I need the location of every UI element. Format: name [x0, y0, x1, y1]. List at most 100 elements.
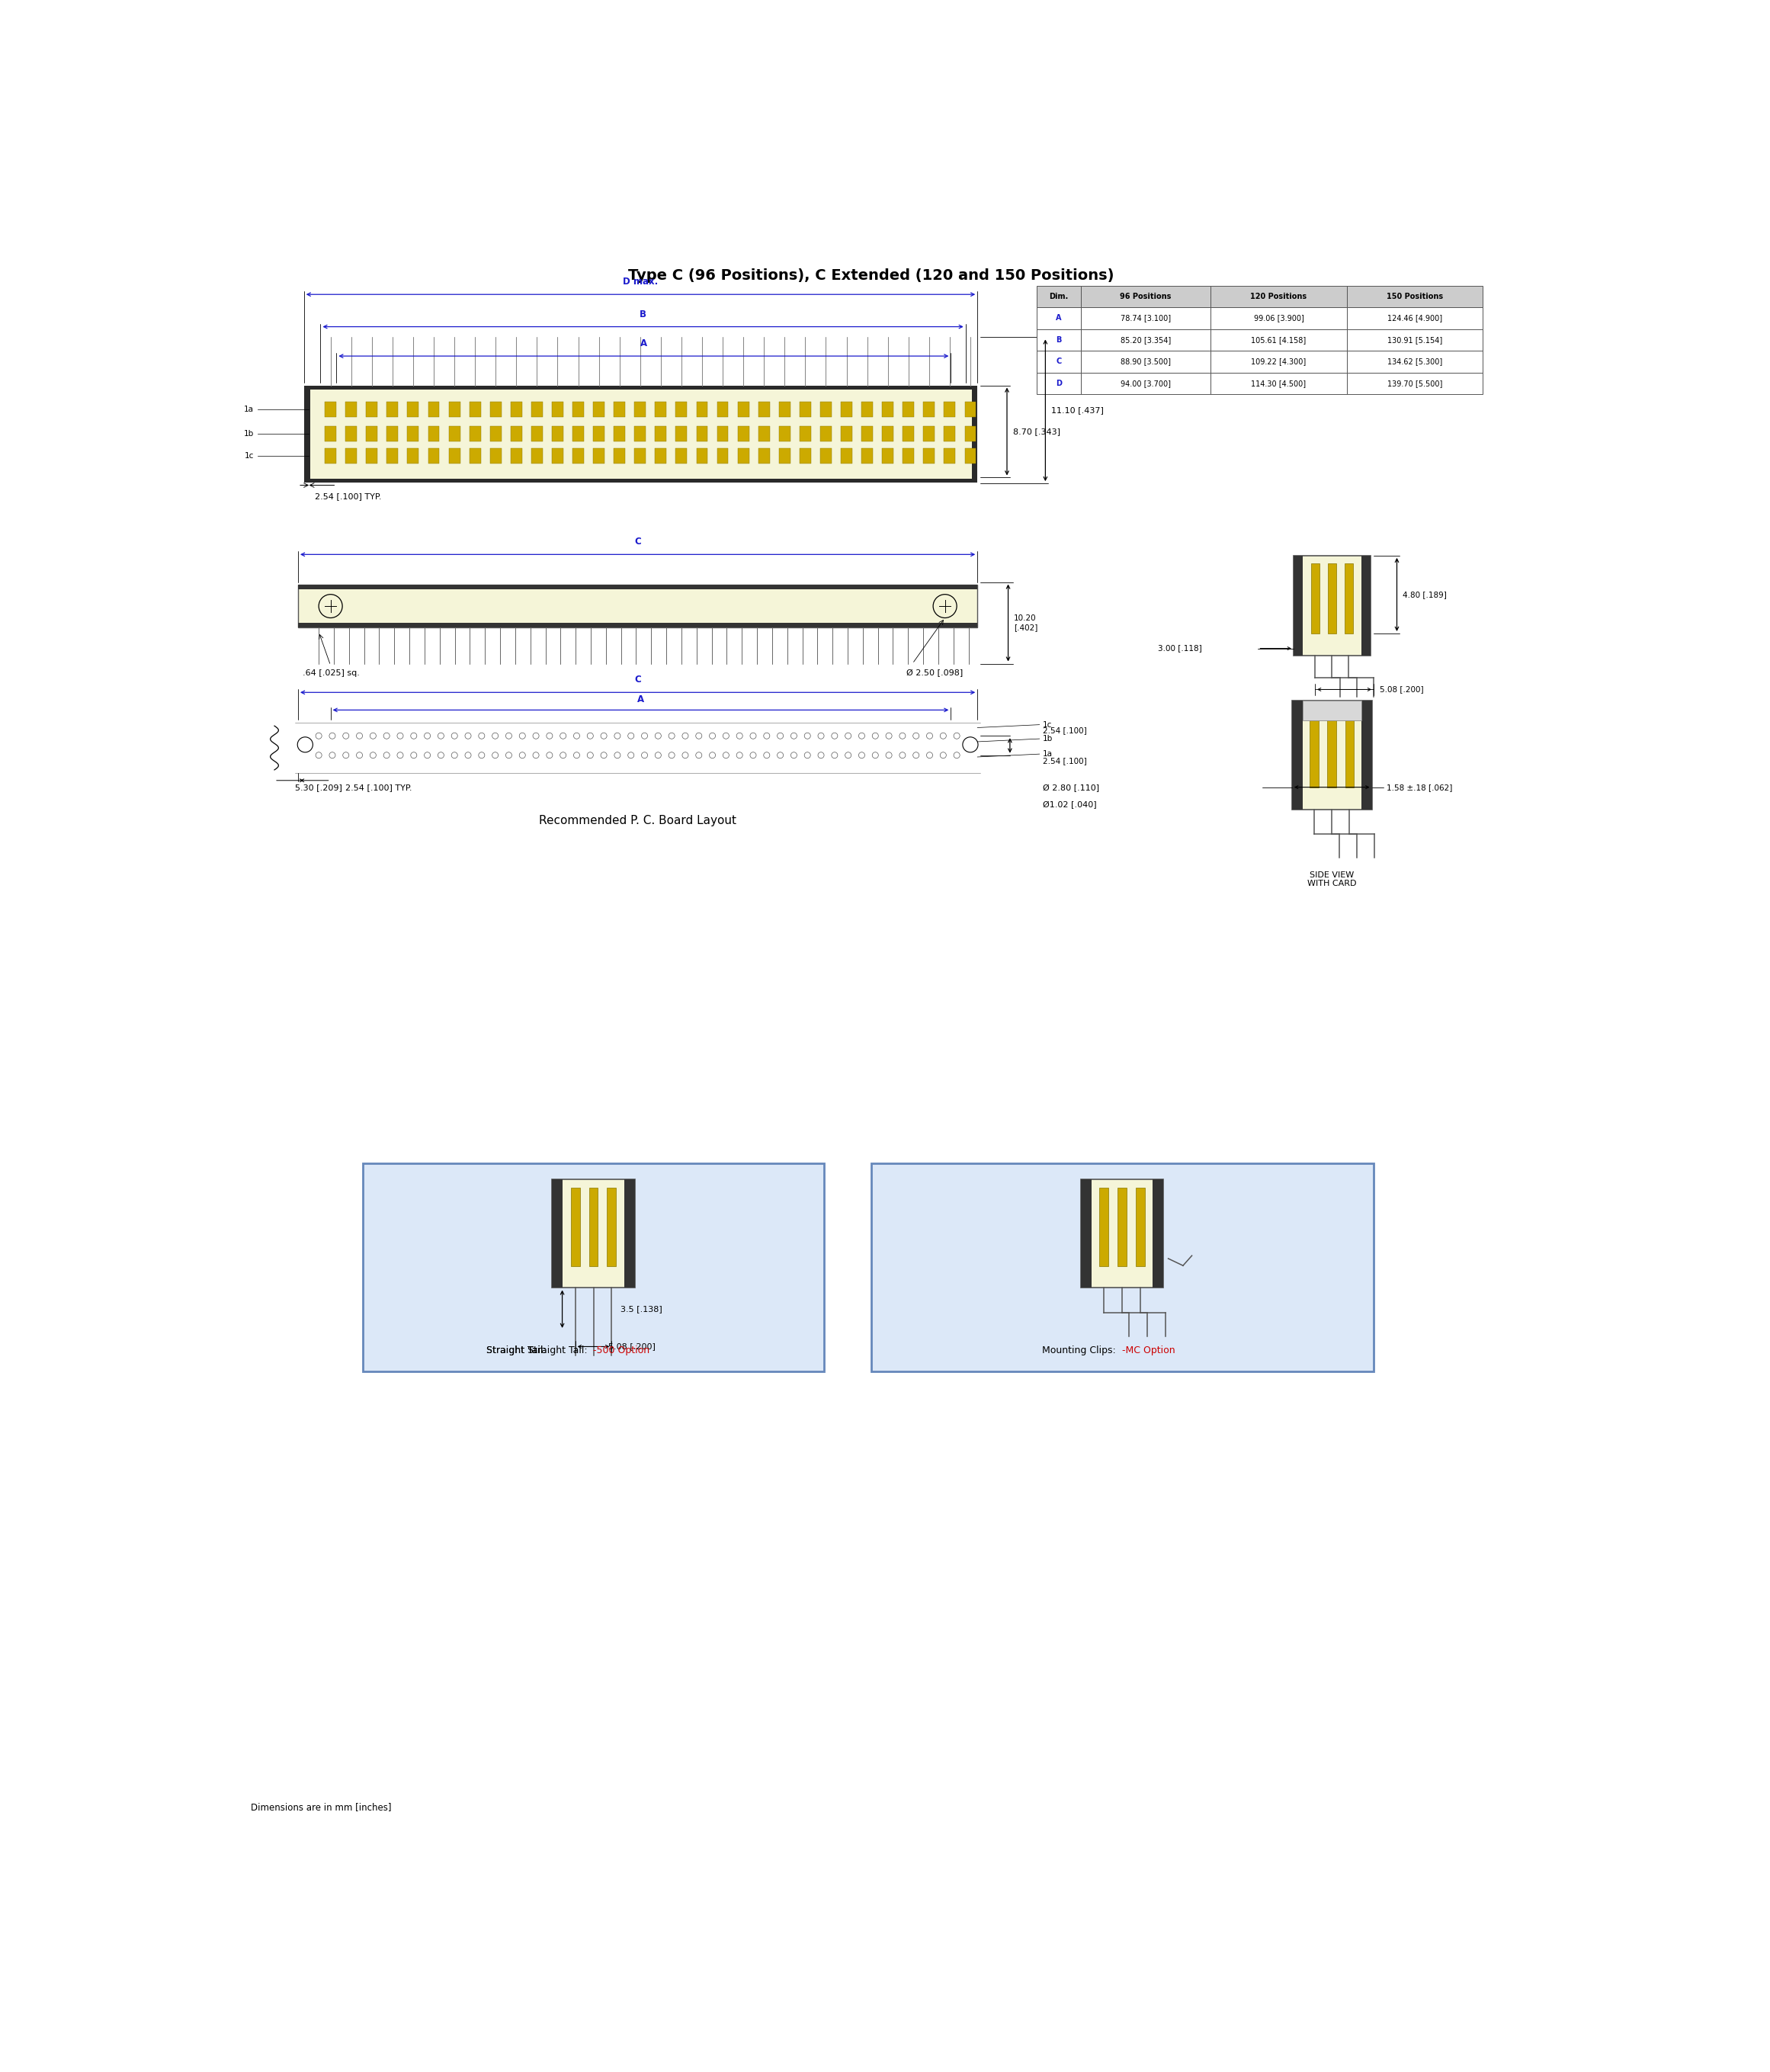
- Circle shape: [425, 752, 430, 758]
- Text: 3.5 [.138]: 3.5 [.138]: [621, 1305, 662, 1314]
- Circle shape: [858, 752, 866, 758]
- Circle shape: [573, 733, 581, 740]
- Text: 8.70 [.343]: 8.70 [.343]: [1012, 427, 1060, 435]
- Bar: [407, 402, 419, 416]
- Circle shape: [628, 733, 634, 740]
- Circle shape: [600, 752, 607, 758]
- Text: 114.30 [4.500]: 114.30 [4.500]: [1251, 379, 1306, 387]
- Circle shape: [559, 733, 566, 740]
- Bar: [738, 427, 749, 441]
- Circle shape: [710, 752, 715, 758]
- Bar: [758, 427, 770, 441]
- Bar: [490, 427, 501, 441]
- Circle shape: [478, 733, 485, 740]
- Text: 3.00 [.118]: 3.00 [.118]: [1158, 644, 1202, 653]
- Bar: [841, 402, 851, 416]
- Bar: [676, 448, 687, 464]
- Circle shape: [913, 733, 919, 740]
- Bar: [304, 385, 977, 483]
- Circle shape: [370, 752, 375, 758]
- Circle shape: [669, 752, 674, 758]
- Circle shape: [844, 752, 851, 758]
- Circle shape: [588, 733, 593, 740]
- Bar: [634, 402, 646, 416]
- Bar: [634, 427, 646, 441]
- Bar: [1361, 555, 1370, 655]
- Bar: [326, 427, 336, 441]
- Bar: [589, 1187, 598, 1266]
- Bar: [655, 427, 667, 441]
- Bar: [366, 448, 377, 464]
- Bar: [924, 427, 935, 441]
- Bar: [326, 448, 336, 464]
- Circle shape: [506, 752, 512, 758]
- Circle shape: [384, 752, 389, 758]
- Text: A: A: [637, 694, 644, 704]
- Bar: [510, 402, 522, 416]
- Text: 1a: 1a: [244, 406, 253, 414]
- Bar: [552, 427, 563, 441]
- Text: A: A: [1055, 315, 1062, 321]
- Bar: [297, 584, 977, 588]
- Bar: [1347, 350, 1483, 373]
- Circle shape: [858, 733, 866, 740]
- Circle shape: [641, 752, 648, 758]
- Circle shape: [899, 752, 906, 758]
- Bar: [841, 448, 851, 464]
- Bar: [903, 427, 913, 441]
- Bar: [366, 427, 377, 441]
- Circle shape: [750, 733, 756, 740]
- Bar: [1345, 564, 1352, 634]
- Circle shape: [696, 752, 703, 758]
- Bar: [696, 402, 708, 416]
- Text: 94.00 [3.700]: 94.00 [3.700]: [1120, 379, 1172, 387]
- Bar: [469, 402, 481, 416]
- Bar: [965, 448, 975, 464]
- Bar: [1347, 373, 1483, 394]
- Circle shape: [396, 752, 404, 758]
- Circle shape: [832, 733, 837, 740]
- Text: 139.70 [5.500]: 139.70 [5.500]: [1388, 379, 1443, 387]
- Circle shape: [492, 733, 499, 740]
- Circle shape: [614, 733, 621, 740]
- Bar: [297, 624, 977, 628]
- Circle shape: [885, 733, 892, 740]
- Text: D: D: [1055, 379, 1062, 387]
- Bar: [779, 427, 789, 441]
- Bar: [738, 402, 749, 416]
- Bar: [607, 1187, 616, 1266]
- Text: 5.08 [.200]: 5.08 [.200]: [1379, 686, 1423, 694]
- Bar: [552, 448, 563, 464]
- Circle shape: [466, 752, 471, 758]
- Bar: [903, 402, 913, 416]
- Bar: [1037, 307, 1081, 329]
- Bar: [614, 427, 625, 441]
- Circle shape: [384, 733, 389, 740]
- Text: 124.46 [4.900]: 124.46 [4.900]: [1388, 315, 1443, 321]
- Bar: [676, 402, 687, 416]
- Text: C: C: [1057, 358, 1062, 365]
- Circle shape: [763, 733, 770, 740]
- Bar: [717, 402, 727, 416]
- Circle shape: [818, 752, 825, 758]
- Circle shape: [641, 733, 648, 740]
- Circle shape: [614, 752, 621, 758]
- Bar: [510, 427, 522, 441]
- Bar: [800, 448, 811, 464]
- Text: 2.54 [.100] TYP.: 2.54 [.100] TYP.: [345, 783, 412, 792]
- Circle shape: [777, 733, 784, 740]
- Bar: [388, 448, 398, 464]
- Text: Type C (96 Positions), C Extended (120 and 150 Positions): Type C (96 Positions), C Extended (120 a…: [628, 267, 1113, 282]
- Circle shape: [885, 752, 892, 758]
- Bar: [1328, 709, 1336, 787]
- Bar: [1081, 373, 1211, 394]
- Bar: [552, 402, 563, 416]
- Bar: [490, 402, 501, 416]
- Circle shape: [940, 752, 947, 758]
- Circle shape: [832, 752, 837, 758]
- Bar: [1037, 286, 1081, 307]
- Bar: [881, 427, 894, 441]
- Bar: [862, 402, 873, 416]
- Circle shape: [954, 733, 959, 740]
- Text: 1c: 1c: [244, 452, 253, 460]
